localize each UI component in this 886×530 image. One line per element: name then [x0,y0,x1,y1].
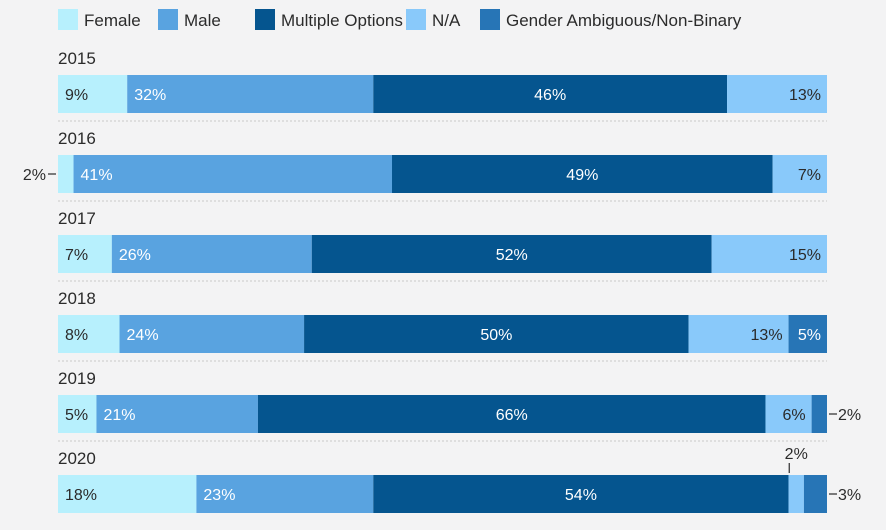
bar-segment-2020-n-a [788,475,804,513]
data-label-2017-multiple-options: 52% [496,247,528,264]
bar-segment-2015-n-a [727,75,827,113]
legend-swatch-multiple-options [255,9,275,30]
year-label-2015: 2015 [58,49,96,68]
data-label-2018-male: 24% [127,327,159,344]
data-label-2020-female: 18% [65,487,97,504]
data-label-2015-male: 32% [134,87,166,104]
data-label-2019-n-a: 6% [782,407,805,424]
data-label-2016-male: 41% [81,167,113,184]
bar-segment-2019-gender-ambiguous-non-binary [811,395,827,433]
bar-segment-2017-n-a [711,235,827,273]
legend-swatch-male [158,9,178,30]
year-label-2016: 2016 [58,129,96,148]
data-label-2015-multiple-options: 46% [534,87,566,104]
data-label-2017-male: 26% [119,247,151,264]
data-label-2018-multiple-options: 50% [480,327,512,344]
legend-label-female: Female [84,11,141,30]
bar-segment-2019-n-a [765,395,812,433]
bar-segment-2015-male [127,75,374,113]
legend-swatch-female [58,9,78,30]
data-label-2018-female: 8% [65,327,88,344]
bar-segment-2019-male [96,395,258,433]
legend-swatch-gender-ambiguous-non-binary [480,9,500,30]
callout-label-2020-gender-ambiguous-non-binary: 3% [838,487,861,504]
year-label-2017: 2017 [58,209,96,228]
data-label-2019-multiple-options: 66% [496,407,528,424]
bar-segment-2017-multiple-options [311,235,712,273]
year-label-2018: 2018 [58,289,96,308]
data-label-2019-male: 21% [103,407,135,424]
bar-segment-2018-multiple-options [304,315,689,353]
year-label-2019: 2019 [58,369,96,388]
bar-segment-2016-female [58,155,74,193]
bar-segment-2019-multiple-options [257,395,766,433]
year-label-2020: 2020 [58,449,96,468]
bar-segment-2020-male [196,475,374,513]
data-label-2017-female: 7% [65,247,88,264]
legend-label-multiple-options: Multiple Options [281,11,403,30]
callout-label-2019-gender-ambiguous-non-binary: 2% [838,407,861,424]
bar-segment-2018-gender-ambiguous-non-binary [788,315,827,353]
bar-segment-2019-female [58,395,97,433]
bar-segment-2020-multiple-options [373,475,789,513]
bar-segment-2015-female [58,75,128,113]
bar-segment-2016-multiple-options [392,155,773,193]
data-label-2020-male: 23% [203,487,235,504]
bar-segment-2020-gender-ambiguous-non-binary [803,475,827,513]
bar-segment-2018-female [58,315,120,353]
bar-segment-2016-male [73,155,393,193]
callout-label-2020-n-a: 2% [785,446,808,463]
bar-segment-2020-female [58,475,197,513]
data-label-2016-n-a: 7% [798,167,821,184]
data-label-2016-multiple-options: 49% [566,167,598,184]
bar-segment-2017-female [58,235,112,273]
bar-segment-2015-multiple-options [373,75,728,113]
data-label-2015-female: 9% [65,87,88,104]
data-label-2015-n-a: 13% [789,87,821,104]
data-label-2019-female: 5% [65,407,88,424]
legend-swatch-n-a [406,9,426,30]
legend-label-male: Male [184,11,221,30]
bar-segment-2018-male [119,315,305,353]
legend-label-n-a: N/A [432,11,461,30]
data-label-2017-n-a: 15% [789,247,821,264]
data-label-2020-multiple-options: 54% [565,487,597,504]
bar-segment-2016-n-a [772,155,827,193]
callout-label-2016-female: 2% [23,167,46,184]
legend-label-gender-ambiguous-non-binary: Gender Ambiguous/Non-Binary [506,11,742,30]
bar-segment-2018-n-a [688,315,789,353]
bar-segment-2017-male [111,235,312,273]
data-label-2018-n-a: 13% [751,327,783,344]
data-label-2018-gender-ambiguous-non-binary: 5% [798,327,821,344]
